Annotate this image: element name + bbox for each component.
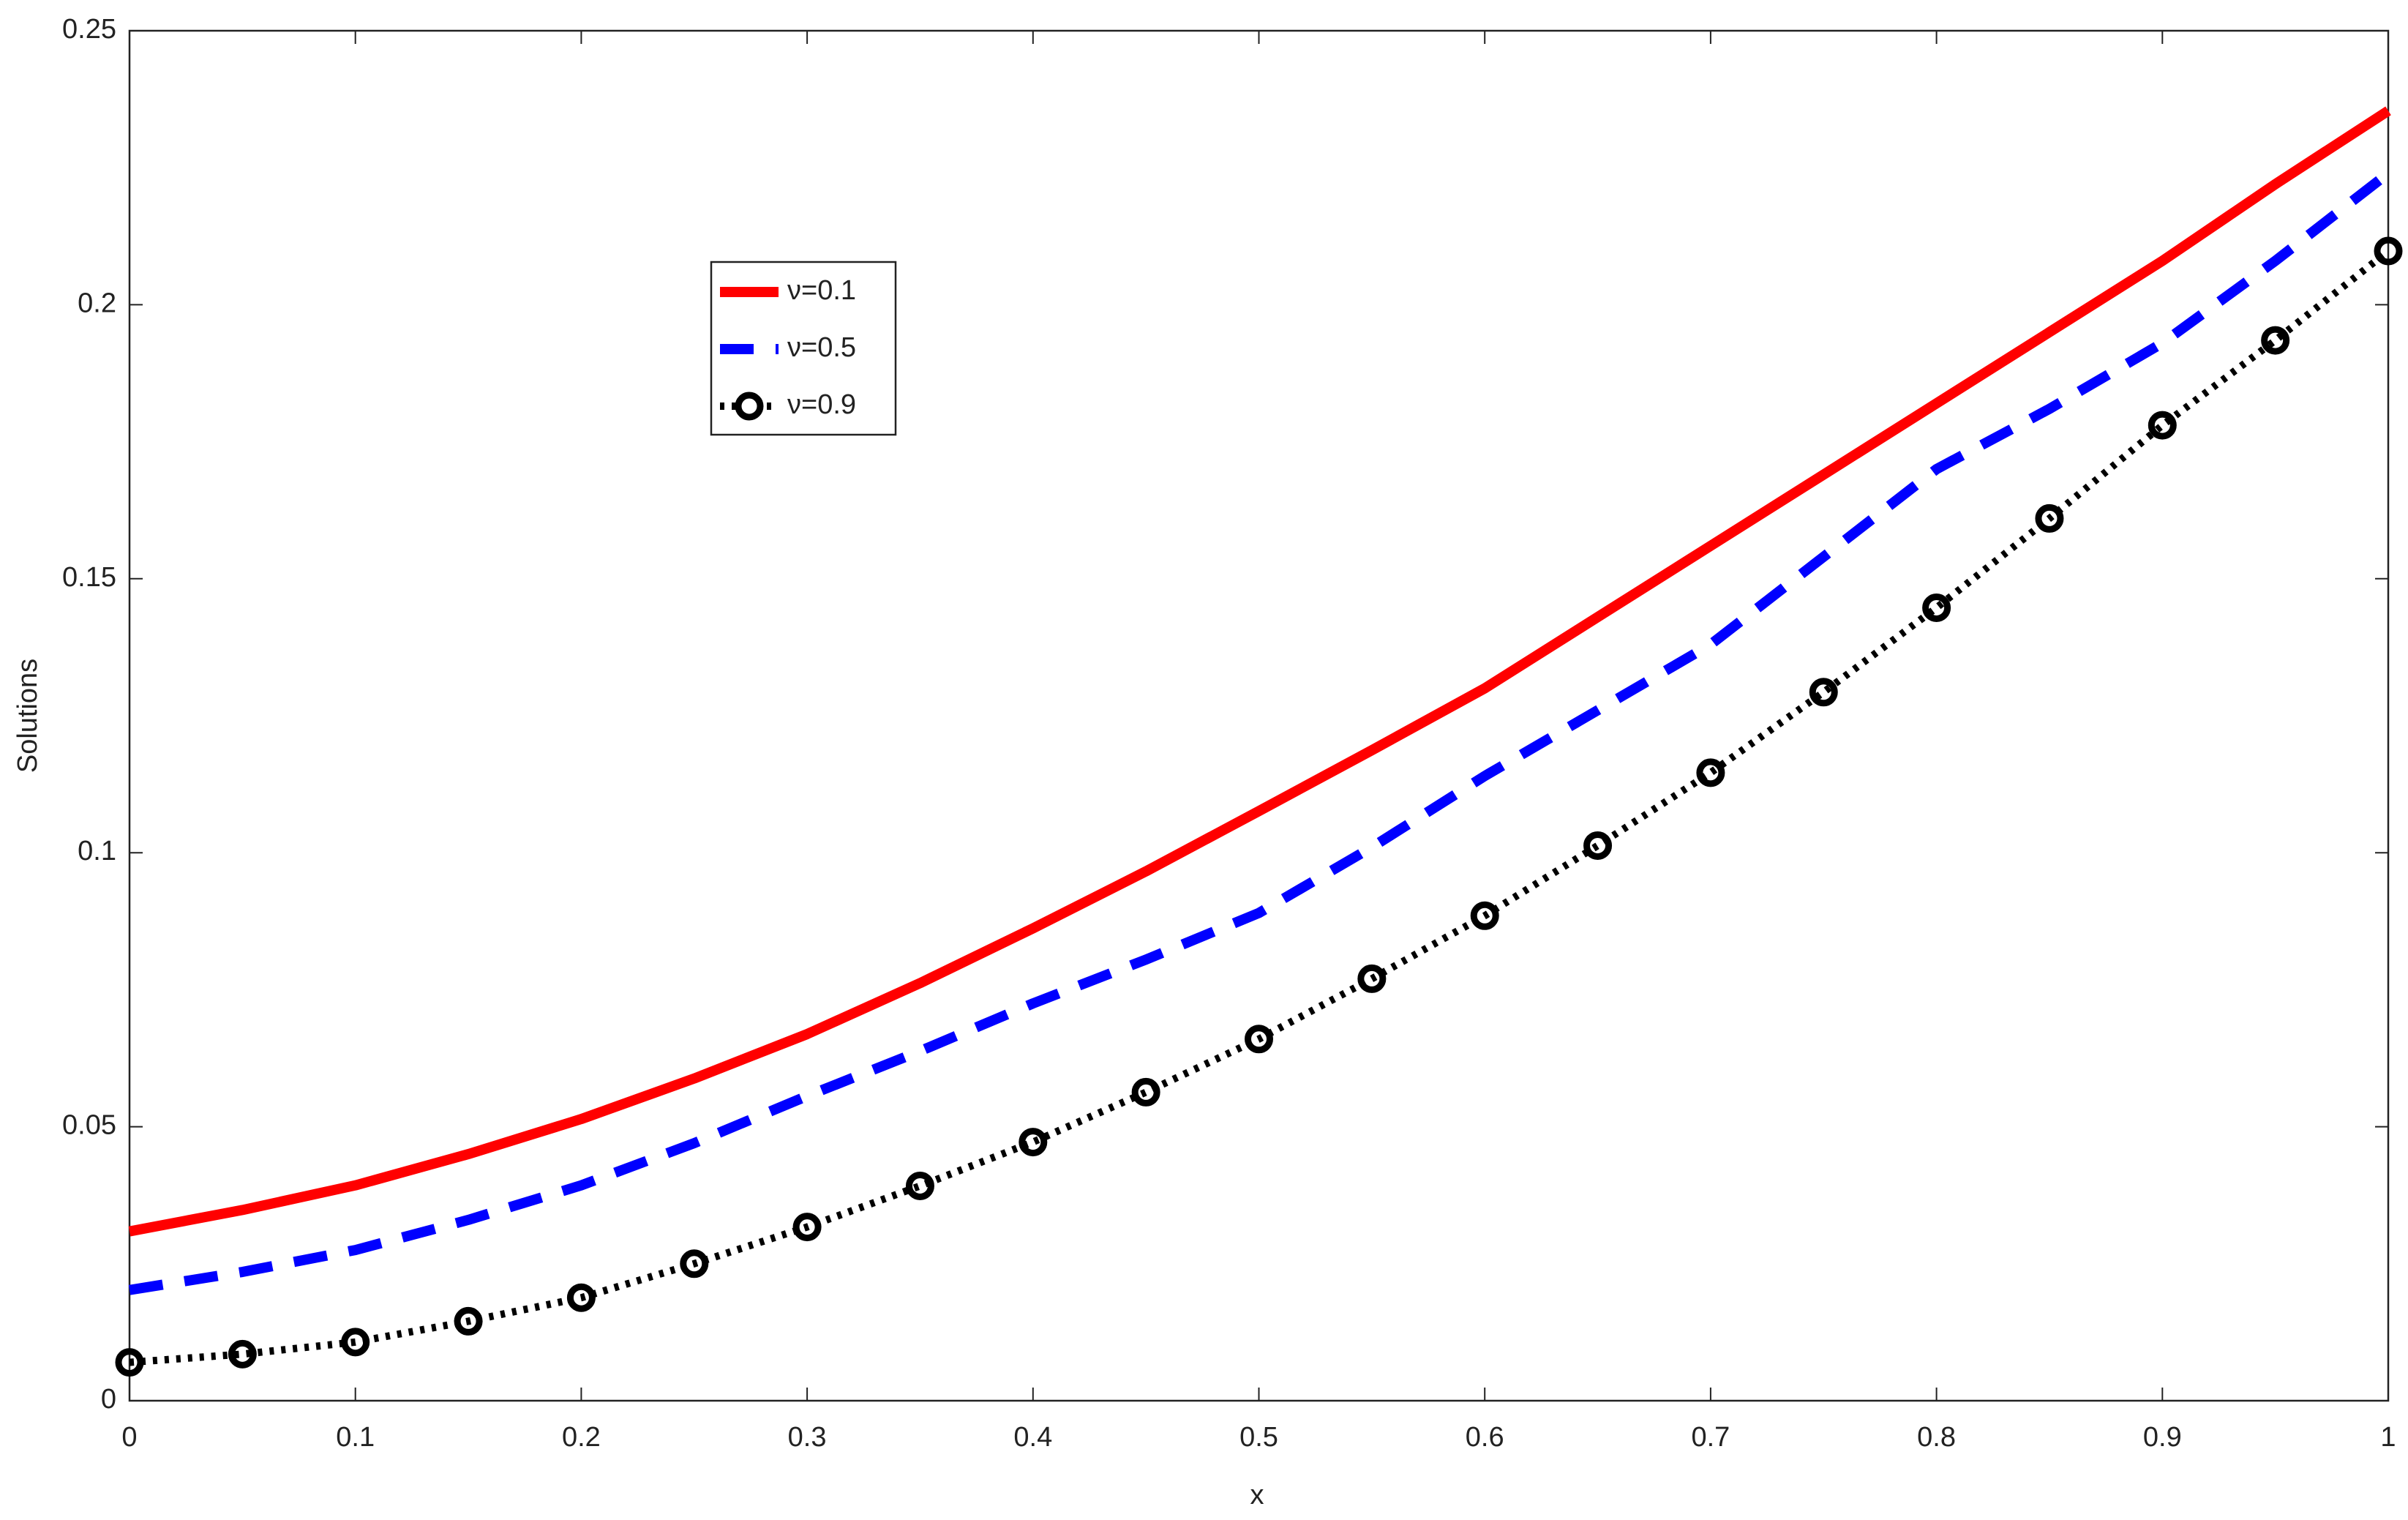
x-tick-label: 1 xyxy=(2380,1422,2396,1453)
series-marker xyxy=(115,1348,144,1377)
y-tick-label: 0.05 xyxy=(62,1110,116,1141)
series-marker xyxy=(2261,326,2290,355)
x-tick-label: 0.1 xyxy=(336,1422,375,1453)
series-marker xyxy=(1922,593,1951,622)
series-marker xyxy=(1131,1077,1160,1107)
series-marker xyxy=(1809,678,1838,707)
series-marker xyxy=(2148,411,2177,440)
series-marker xyxy=(905,1171,934,1200)
legend-label: ν=0.5 xyxy=(787,332,856,363)
x-axis-label: x xyxy=(1250,1480,1264,1510)
series-marker xyxy=(1696,758,1725,787)
y-axis-label: Solutions xyxy=(12,659,43,773)
series-line xyxy=(129,248,2391,1366)
legend-marker xyxy=(735,392,764,421)
series-marker xyxy=(228,1339,257,1369)
y-tick-label: 0.15 xyxy=(62,562,116,593)
series-marker xyxy=(1245,1025,1273,1054)
series-marker xyxy=(1357,964,1387,993)
series-marker xyxy=(1470,901,1499,930)
series-marker xyxy=(566,1283,596,1312)
series-marker xyxy=(2374,236,2403,266)
plot-frame xyxy=(128,29,2390,1402)
series-marker xyxy=(680,1249,709,1278)
series-marker xyxy=(792,1213,822,1242)
x-tick-label: 0.7 xyxy=(1691,1422,1730,1453)
series-marker xyxy=(1583,831,1613,860)
legend-label: ν=0.9 xyxy=(787,389,856,420)
x-tick-label: 0.6 xyxy=(1466,1422,1504,1453)
y-tick-label: 0 xyxy=(101,1384,116,1415)
series-marker xyxy=(454,1306,483,1336)
x-tick-label: 0.9 xyxy=(2143,1422,2182,1453)
series-line xyxy=(128,169,2392,1295)
series-marker xyxy=(2035,503,2064,533)
y-tick-label: 0.25 xyxy=(62,14,116,45)
x-tick-label: 0 xyxy=(121,1422,137,1453)
legend-label: ν=0.1 xyxy=(787,275,856,306)
x-tick-label: 0.5 xyxy=(1239,1422,1278,1453)
y-tick-label: 0.1 xyxy=(78,836,116,866)
x-tick-label: 0.3 xyxy=(788,1422,827,1453)
y-tick-label: 0.2 xyxy=(78,288,116,318)
series-marker xyxy=(1019,1128,1048,1157)
x-tick-label: 0.4 xyxy=(1013,1422,1052,1453)
series-marker xyxy=(341,1328,370,1357)
x-tick-label: 0.2 xyxy=(562,1422,601,1453)
x-tick-label: 0.8 xyxy=(1917,1422,1956,1453)
legend: ν=0.1 ν=0.5 ν=0.9 xyxy=(710,261,897,436)
series-line xyxy=(128,106,2391,1237)
